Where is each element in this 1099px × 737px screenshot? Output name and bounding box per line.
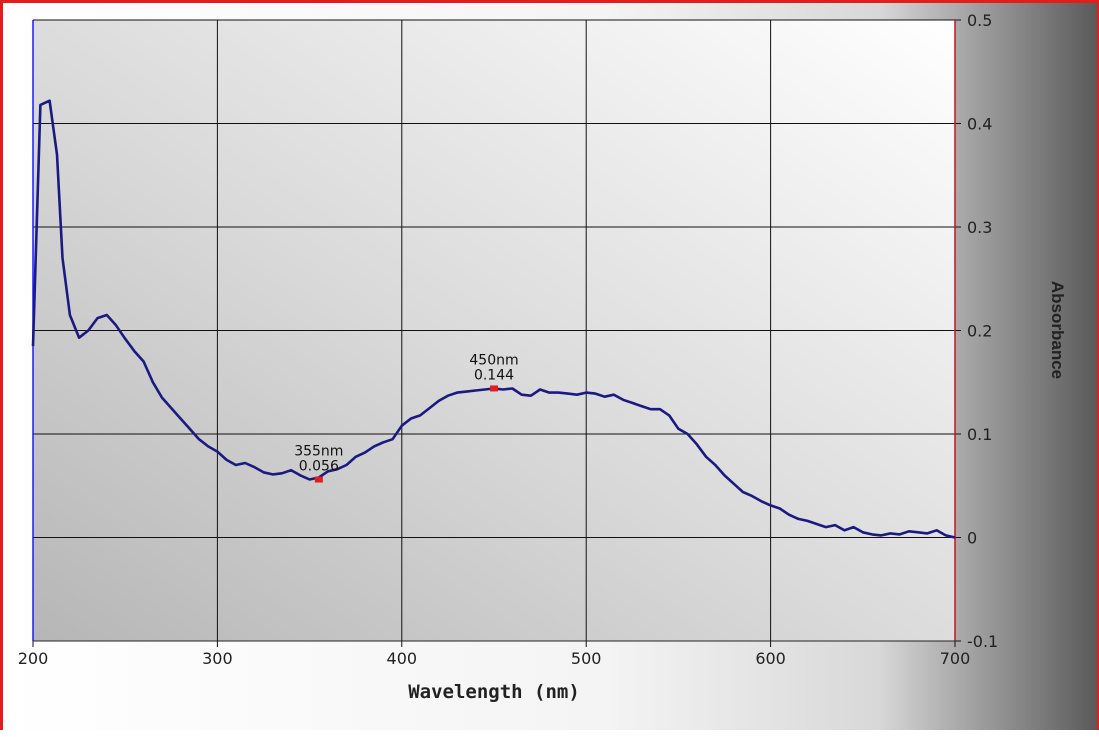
annotation-value-label: 0.144 [474,367,514,383]
y-tick-label: 0.1 [967,425,992,444]
y-tick-label: -0.1 [967,632,998,651]
x-tick-label: 700 [940,649,971,668]
x-tick-label: 600 [755,649,786,668]
y-tick-label: 0.2 [967,322,992,341]
x-tick-label: 300 [202,649,233,668]
peak-marker [315,477,323,483]
y-tick-label: 0 [967,529,977,548]
x-tick-label: 200 [18,649,49,668]
annotation-value-label: 0.056 [299,459,339,475]
annotation-wavelength-label: 355nm [294,444,343,460]
annotation-wavelength-label: 450nm [469,352,518,368]
y-tick-label: 0.3 [967,218,992,237]
x-axis-label: Wavelength (nm) [408,681,580,703]
y-tick-label: 0.4 [967,115,992,134]
peak-marker [490,385,498,391]
x-tick-label: 500 [571,649,602,668]
y-axis-label: Absorbance [1048,281,1067,379]
y-tick-label: 0.5 [967,11,992,30]
x-tick-label: 400 [387,649,418,668]
